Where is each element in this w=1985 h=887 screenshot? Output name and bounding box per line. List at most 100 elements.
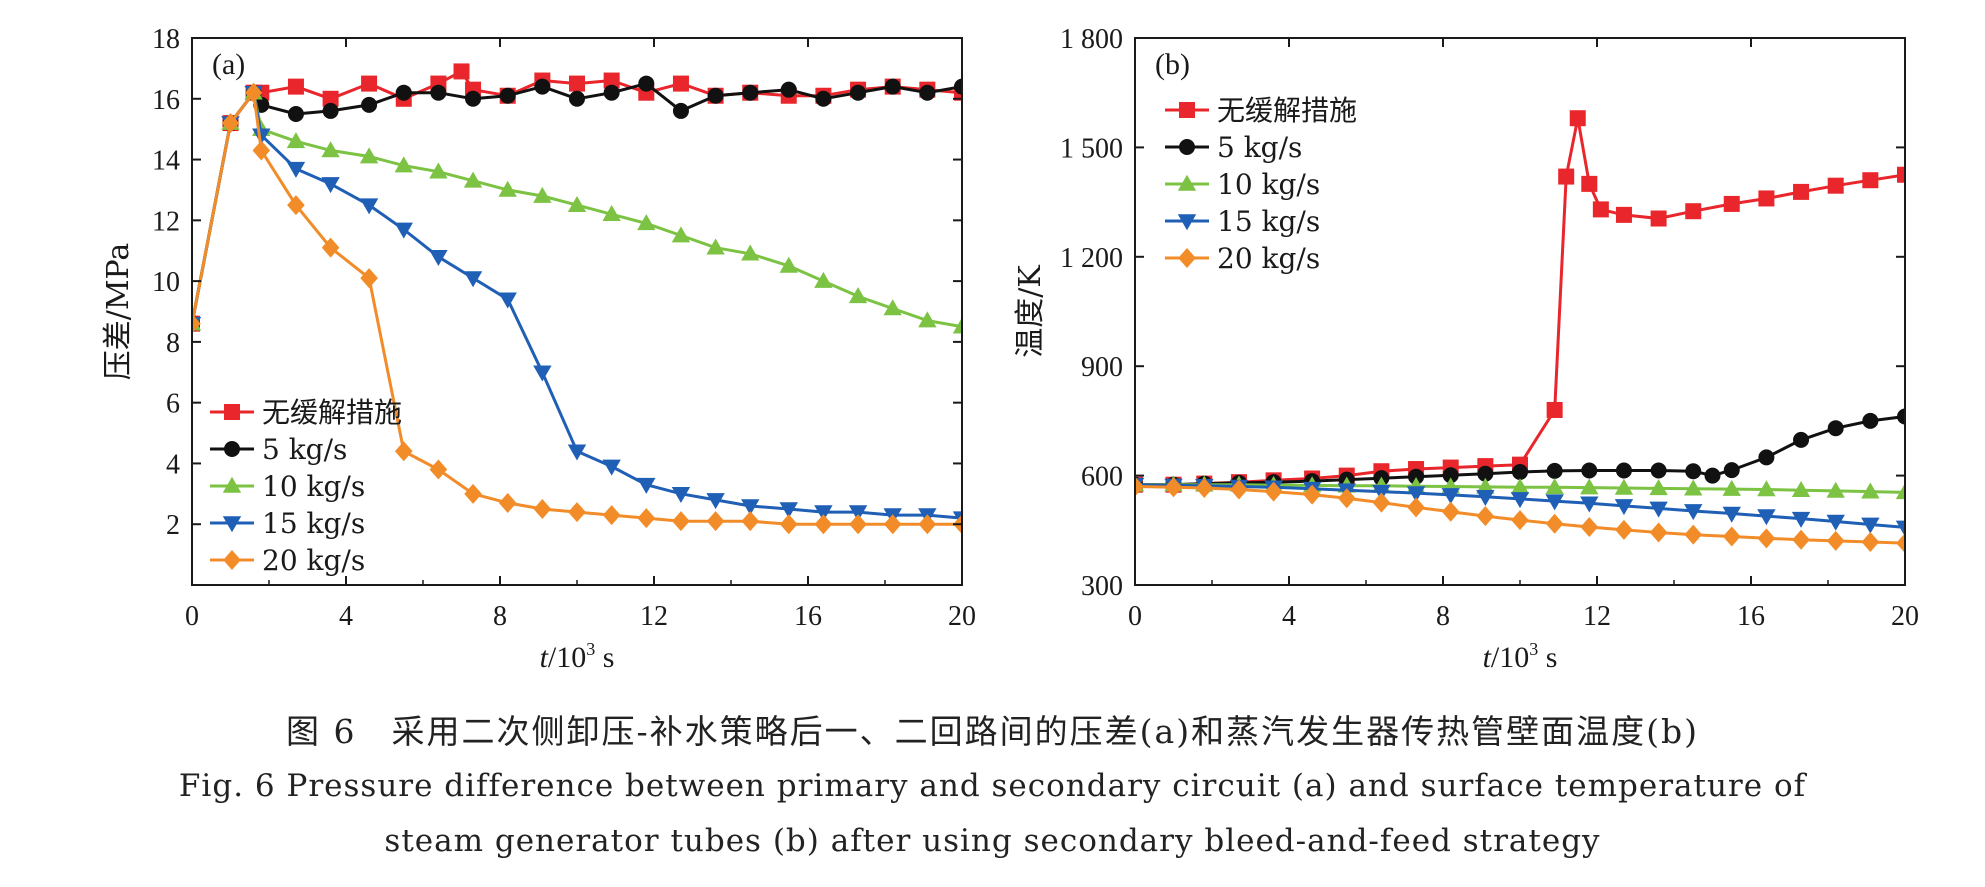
data-point [850,84,867,101]
data-point [286,161,306,178]
legend-item: 10 kg/s [210,470,365,503]
data-point [779,502,798,519]
data-point [1135,476,1144,497]
x-axis-label-scale: /10 [548,641,586,674]
data-point [848,505,868,522]
x-axis-label-unit: s [595,641,614,674]
y-tick-label: 6 [166,389,180,420]
data-point [453,63,470,80]
data-point [706,511,725,532]
data-point [918,514,937,535]
x-tick-label: 4 [1282,601,1296,632]
data-point [1545,513,1564,534]
data-point [1558,168,1575,185]
data-point [1546,401,1563,418]
data-point [1896,533,1905,554]
data-point [672,511,690,532]
caption-chinese: 图 6 采用二次侧卸压-补水策略后一、二回路间的压差(a)和蒸汽发生器传热管壁面… [286,712,1699,751]
data-point [1897,408,1905,425]
data-point [848,287,868,304]
data-point [1545,494,1564,511]
legend-swatch-marker [224,441,240,457]
data-point [1230,479,1248,500]
data-point [672,75,689,92]
x-axis-label-symbol: t [1483,641,1492,674]
data-point [359,198,379,215]
x-tick-label: 12 [1583,601,1611,632]
data-point [1757,509,1776,526]
data-point [567,444,587,461]
data-point [286,132,306,149]
data-point [637,477,656,494]
data-point [430,84,447,101]
y-tick-label: 8 [166,328,180,359]
data-point [533,365,552,382]
data-point [1826,514,1845,531]
plot-area [1135,110,1905,554]
data-point [780,81,797,98]
data-point [1581,462,1598,479]
data-point [533,499,552,520]
data-point [322,102,339,119]
y-tick-label: 4 [166,449,180,480]
data-point [1704,467,1721,484]
data-point [1722,479,1741,496]
x-tick-label: 20 [948,601,976,632]
data-point [498,492,517,513]
data-point [779,256,798,273]
data-point [568,502,586,523]
data-point [741,244,760,261]
legend-label: 10 kg/s [1217,168,1320,201]
data-point [1861,531,1880,552]
data-point [1861,482,1880,499]
data-point [361,75,378,92]
data-point [1614,478,1634,495]
data-point [1649,501,1668,518]
data-point [463,171,483,188]
data-point [287,195,305,216]
data-point [1441,501,1460,522]
data-point [1758,190,1775,207]
data-point [1545,478,1564,495]
data-point [395,84,412,101]
data-point [321,141,340,158]
data-point [252,140,271,161]
data-point [429,250,448,266]
data-point [1264,481,1283,502]
data-point [567,195,587,212]
data-point [1510,492,1530,509]
data-point [1723,195,1740,212]
data-point [638,75,655,92]
data-point [321,237,340,258]
data-point [952,317,962,334]
data-point [602,505,621,526]
y-tick-label: 1 200 [1060,243,1123,274]
data-point [569,75,585,92]
data-point [1406,486,1426,503]
data-point [394,156,413,173]
data-point [394,441,413,462]
data-point [359,147,379,164]
x-tick-label: 16 [794,601,822,632]
data-point [814,514,833,535]
plot-area [192,63,962,535]
legend-item: 15 kg/s [210,507,365,540]
data-point [463,271,483,288]
x-tick-label: 0 [185,601,199,632]
x-axis-label: t/103 s [1483,639,1558,674]
data-point [1511,510,1529,531]
data-point [671,226,691,243]
legend-label: 15 kg/s [1217,205,1320,238]
data-point [394,222,413,239]
y-tick-label: 12 [152,206,180,237]
data-point [1685,203,1702,220]
data-point [1758,449,1775,466]
data-point [1195,477,1214,498]
x-tick-label: 8 [493,601,507,632]
x-axis-label-exponent: 3 [1529,639,1538,659]
data-point [1792,529,1810,550]
data-point [1685,463,1702,480]
data-point [814,271,833,288]
legend-label: 无缓解措施 [262,396,402,429]
